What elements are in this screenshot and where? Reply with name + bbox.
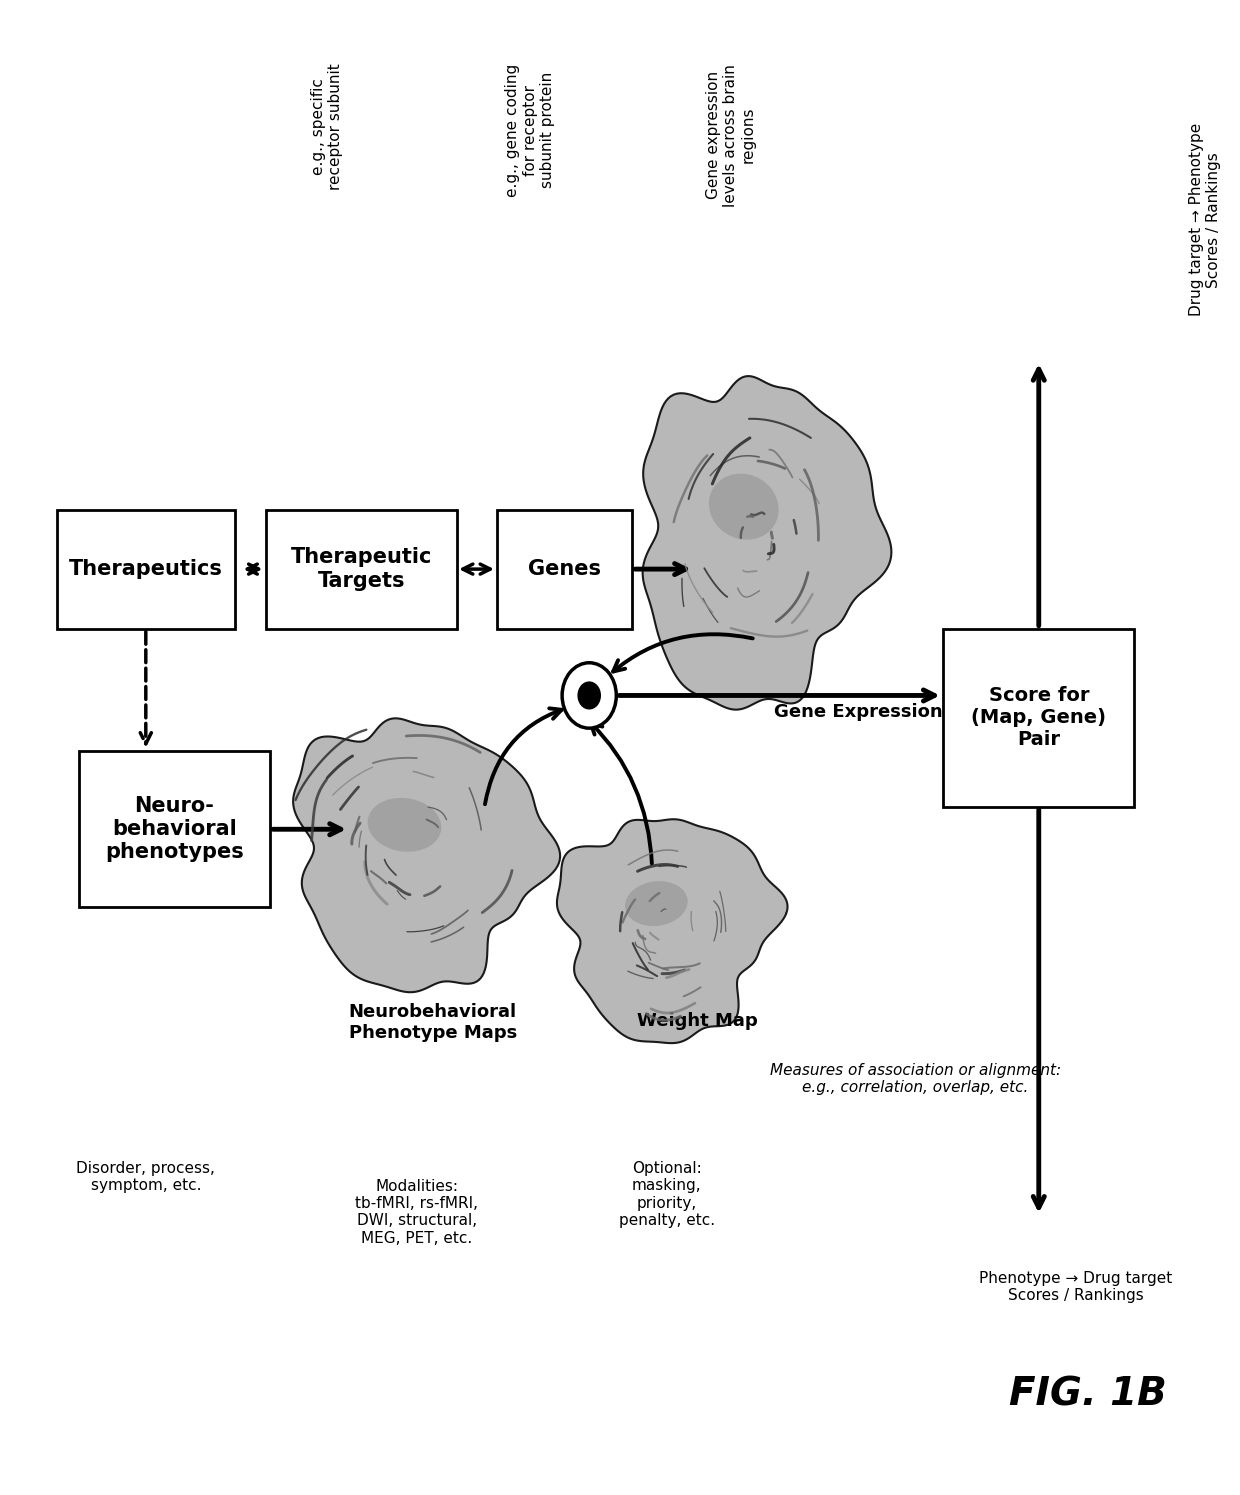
- Text: Disorder, process,
symptom, etc.: Disorder, process, symptom, etc.: [77, 1160, 216, 1193]
- Text: Gene Expression Maps: Gene Expression Maps: [774, 703, 1002, 721]
- FancyBboxPatch shape: [78, 750, 269, 907]
- Circle shape: [562, 662, 616, 728]
- Text: Genes: Genes: [528, 559, 601, 579]
- Ellipse shape: [367, 798, 441, 852]
- Text: e.g., specific
receptor subunit: e.g., specific receptor subunit: [311, 64, 343, 190]
- Text: e.g., gene coding
for receptor
subunit protein: e.g., gene coding for receptor subunit p…: [505, 64, 556, 197]
- Text: FIG. 1B: FIG. 1B: [1009, 1375, 1167, 1413]
- Text: Optional:
masking,
priority,
penalty, etc.: Optional: masking, priority, penalty, et…: [619, 1160, 715, 1227]
- FancyBboxPatch shape: [57, 510, 236, 628]
- Text: Therapeutic
Targets: Therapeutic Targets: [290, 547, 432, 591]
- FancyBboxPatch shape: [265, 510, 456, 628]
- Text: Gene expression
levels across brain
regions: Gene expression levels across brain regi…: [706, 64, 755, 206]
- Text: Neurobehavioral
Phenotype Maps: Neurobehavioral Phenotype Maps: [348, 1003, 517, 1042]
- Text: Phenotype → Drug target
Scores / Rankings: Phenotype → Drug target Scores / Ranking…: [980, 1271, 1172, 1304]
- Polygon shape: [557, 819, 787, 1044]
- Ellipse shape: [709, 474, 779, 540]
- Text: Therapeutics: Therapeutics: [69, 559, 223, 579]
- Polygon shape: [293, 718, 560, 993]
- Polygon shape: [642, 377, 892, 710]
- Ellipse shape: [625, 881, 688, 925]
- Circle shape: [578, 682, 600, 709]
- Text: Measures of association or alignment:
e.g., correlation, overlap, etc.: Measures of association or alignment: e.…: [770, 1063, 1061, 1094]
- Text: Score for
(Map, Gene)
Pair: Score for (Map, Gene) Pair: [971, 686, 1106, 749]
- Text: Neuro-
behavioral
phenotypes: Neuro- behavioral phenotypes: [104, 795, 243, 863]
- Text: Weight Map: Weight Map: [637, 1012, 758, 1030]
- Text: Drug target → Phenotype
Scores / Rankings: Drug target → Phenotype Scores / Ranking…: [1189, 123, 1221, 317]
- Text: Modalities:
tb-fMRI, rs-fMRI,
DWI, structural,
MEG, PET, etc.: Modalities: tb-fMRI, rs-fMRI, DWI, struc…: [356, 1178, 479, 1245]
- FancyBboxPatch shape: [497, 510, 632, 628]
- FancyBboxPatch shape: [944, 628, 1135, 807]
